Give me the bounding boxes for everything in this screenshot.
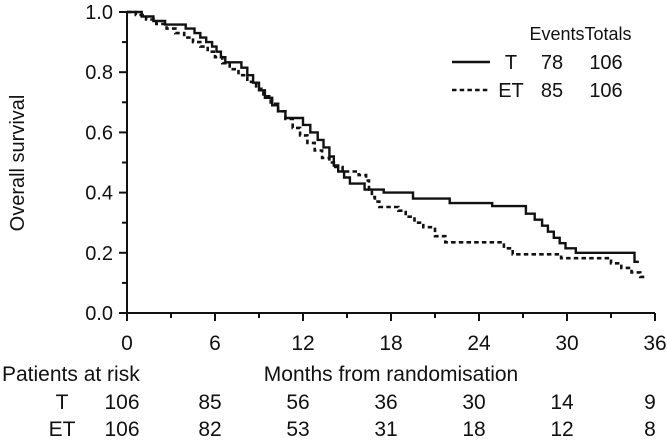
risk-count: 12: [550, 418, 574, 441]
series-ET-curve: [127, 10, 645, 279]
survival-chart-canvas: 1.0 0.8 0.6 0.4 0.2 0.0 0 6 12 18 24 30 36 Overall su…: [7, 2, 667, 355]
risk-count: 36: [374, 391, 398, 414]
x-tick-label: 6: [209, 332, 221, 355]
x-tick-label: 36: [643, 332, 666, 355]
risk-count: 106: [104, 391, 140, 414]
risk-count: 8: [644, 418, 656, 441]
x-tick-label: 18: [379, 332, 402, 355]
y-tick-label: 0.2: [85, 243, 113, 265]
risk-count: 31: [374, 418, 398, 441]
legend-totals-value: 106: [589, 80, 622, 102]
risk-row-label: ET: [48, 418, 76, 441]
legend-header-totals: Totals: [584, 24, 631, 44]
y-tick-label: 0.0: [85, 303, 113, 325]
risk-count: 9: [644, 391, 656, 414]
risk-count: 18: [462, 418, 486, 441]
y-tick-label: 0.6: [85, 122, 113, 144]
x-tick-label: 12: [291, 332, 314, 355]
risk-row-label: T: [55, 391, 69, 414]
series-T-curve: [127, 10, 639, 263]
risk-count: 14: [550, 391, 574, 414]
x-axis-label: Months from randomisation: [263, 363, 519, 386]
legend-events-value: 78: [541, 52, 563, 74]
risk-count: 85: [198, 391, 222, 414]
legend-series-name: ET: [498, 80, 524, 102]
risk-count: 56: [286, 391, 310, 414]
y-tick-label: 0.4: [85, 183, 113, 205]
axes-frame: [126, 12, 655, 314]
y-axis-label: Overall survival: [7, 95, 29, 232]
x-tick-label: 30: [555, 332, 578, 355]
legend-header-events: Events: [529, 24, 584, 44]
x-tick-label: 0: [121, 332, 133, 355]
y-tick-label: 0.8: [85, 62, 113, 84]
risk-count: 82: [198, 418, 222, 441]
legend-events-value: 85: [541, 80, 563, 102]
legend-totals-value: 106: [589, 52, 622, 74]
patients-at-risk-title: Patients at risk: [2, 363, 140, 386]
risk-count: 53: [286, 418, 310, 441]
risk-count: 106: [104, 418, 140, 441]
legend-series-name: T: [505, 52, 517, 74]
x-tick-label: 24: [467, 332, 491, 355]
risk-count: 30: [462, 391, 486, 414]
y-tick-label: 1.0: [85, 2, 113, 24]
